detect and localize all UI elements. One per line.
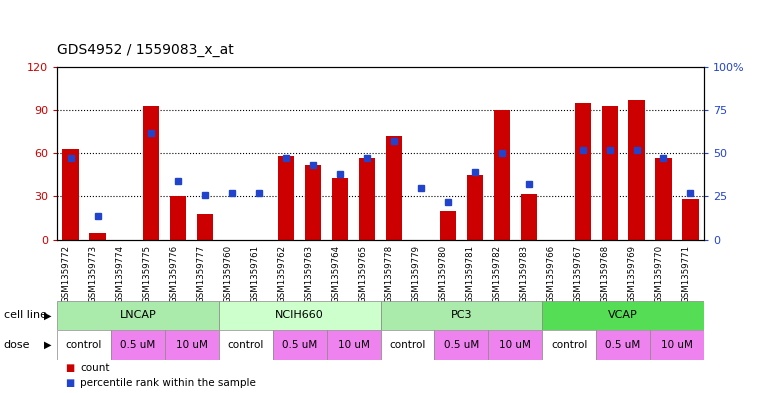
Bar xyxy=(601,106,618,240)
Text: GSM1359767: GSM1359767 xyxy=(574,244,583,303)
Bar xyxy=(111,330,165,360)
Text: GSM1359781: GSM1359781 xyxy=(466,244,475,303)
Bar xyxy=(655,158,672,240)
Bar xyxy=(543,330,596,360)
Bar xyxy=(57,301,219,330)
Text: GSM1359777: GSM1359777 xyxy=(196,244,205,303)
Text: GSM1359772: GSM1359772 xyxy=(62,244,71,303)
Bar xyxy=(683,199,699,240)
Bar xyxy=(494,110,510,240)
Text: GSM1359765: GSM1359765 xyxy=(358,244,367,303)
Text: GSM1359760: GSM1359760 xyxy=(223,244,232,303)
Text: GSM1359768: GSM1359768 xyxy=(600,244,610,303)
Text: GSM1359782: GSM1359782 xyxy=(493,244,501,303)
Text: PC3: PC3 xyxy=(451,310,472,320)
Bar xyxy=(380,301,542,330)
Bar xyxy=(219,301,380,330)
Bar xyxy=(272,330,326,360)
Text: LNCAP: LNCAP xyxy=(119,310,156,320)
Text: 10 uM: 10 uM xyxy=(499,340,531,350)
Text: GSM1359780: GSM1359780 xyxy=(439,244,448,303)
Text: GSM1359766: GSM1359766 xyxy=(546,244,556,303)
Bar xyxy=(326,330,380,360)
Bar xyxy=(170,196,186,240)
Text: 0.5 uM: 0.5 uM xyxy=(282,340,317,350)
Bar xyxy=(62,149,78,240)
Text: ▶: ▶ xyxy=(44,310,52,320)
Text: count: count xyxy=(80,364,110,373)
Bar xyxy=(629,100,645,240)
Bar xyxy=(219,330,272,360)
Text: control: control xyxy=(551,340,587,350)
Text: 0.5 uM: 0.5 uM xyxy=(606,340,641,350)
Bar xyxy=(332,178,348,240)
Text: percentile rank within the sample: percentile rank within the sample xyxy=(80,378,256,388)
Text: 0.5 uM: 0.5 uM xyxy=(444,340,479,350)
Text: GSM1359783: GSM1359783 xyxy=(520,244,529,303)
Text: 10 uM: 10 uM xyxy=(661,340,693,350)
Bar xyxy=(380,330,435,360)
Text: GSM1359770: GSM1359770 xyxy=(654,244,664,303)
Bar xyxy=(386,136,402,240)
Bar xyxy=(596,330,650,360)
Text: ■: ■ xyxy=(65,364,74,373)
Text: GSM1359762: GSM1359762 xyxy=(277,244,286,303)
Text: GSM1359778: GSM1359778 xyxy=(385,244,394,303)
Text: 10 uM: 10 uM xyxy=(176,340,208,350)
Text: control: control xyxy=(66,340,102,350)
Text: 0.5 uM: 0.5 uM xyxy=(120,340,155,350)
Text: GSM1359774: GSM1359774 xyxy=(116,244,125,303)
Text: GSM1359764: GSM1359764 xyxy=(331,244,340,303)
Bar xyxy=(440,211,456,240)
Bar xyxy=(543,301,704,330)
Bar xyxy=(466,175,483,240)
Text: GSM1359769: GSM1359769 xyxy=(628,244,636,303)
Bar xyxy=(305,165,321,240)
Bar xyxy=(57,330,111,360)
Text: GSM1359763: GSM1359763 xyxy=(304,244,313,303)
Bar xyxy=(489,330,542,360)
Text: dose: dose xyxy=(4,340,30,350)
Bar xyxy=(359,158,375,240)
Bar xyxy=(90,233,106,240)
Text: NCIH660: NCIH660 xyxy=(275,310,324,320)
Bar xyxy=(143,106,160,240)
Bar xyxy=(165,330,219,360)
Bar xyxy=(650,330,704,360)
Bar xyxy=(435,330,489,360)
Text: GSM1359775: GSM1359775 xyxy=(142,244,151,303)
Text: GSM1359776: GSM1359776 xyxy=(170,244,178,303)
Text: VCAP: VCAP xyxy=(608,310,638,320)
Text: cell line: cell line xyxy=(4,310,47,320)
Bar xyxy=(575,103,591,240)
Text: 10 uM: 10 uM xyxy=(338,340,370,350)
Bar xyxy=(197,214,213,240)
Text: GDS4952 / 1559083_x_at: GDS4952 / 1559083_x_at xyxy=(57,43,234,57)
Text: control: control xyxy=(228,340,264,350)
Text: GSM1359761: GSM1359761 xyxy=(250,244,260,303)
Text: ▶: ▶ xyxy=(44,340,52,350)
Bar xyxy=(278,156,295,240)
Text: ■: ■ xyxy=(65,378,74,388)
Text: GSM1359773: GSM1359773 xyxy=(88,244,97,303)
Bar xyxy=(521,194,537,240)
Text: GSM1359771: GSM1359771 xyxy=(681,244,690,303)
Text: GSM1359779: GSM1359779 xyxy=(412,244,421,303)
Text: control: control xyxy=(390,340,425,350)
